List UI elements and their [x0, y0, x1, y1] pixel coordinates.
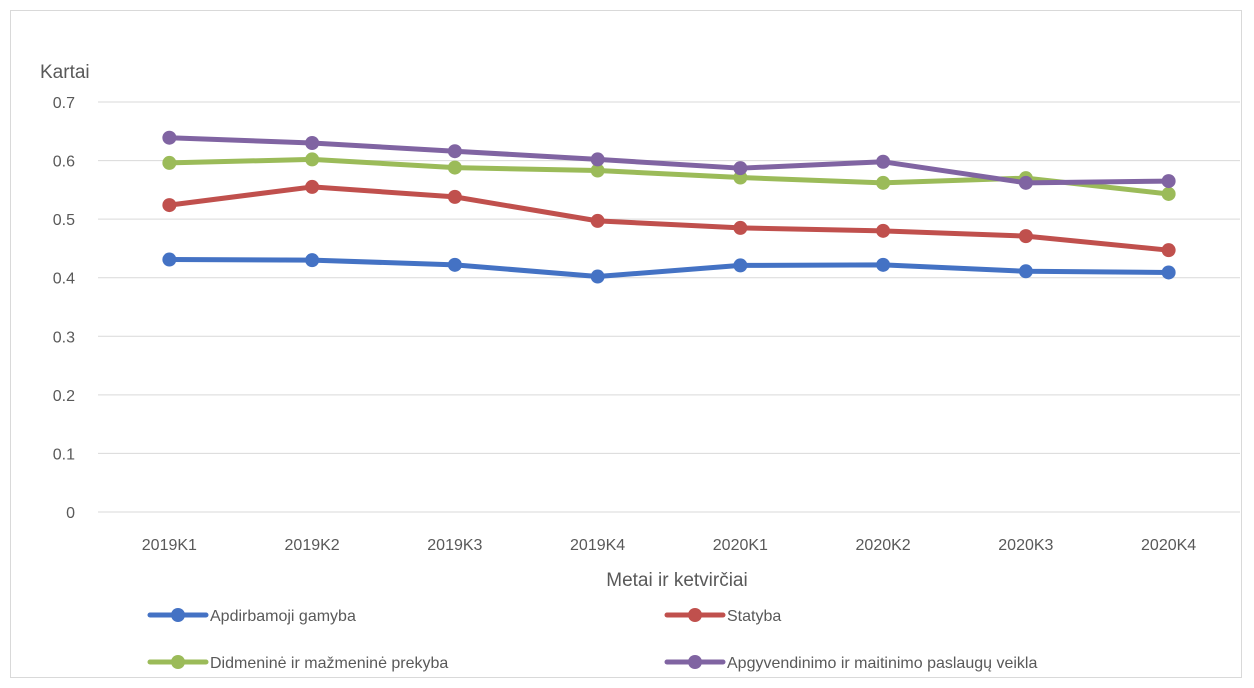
y-tick-label: 0.3: [53, 329, 75, 346]
x-tick-label: 2019K1: [142, 537, 197, 554]
data-point: [876, 223, 891, 238]
data-point: [305, 253, 320, 268]
x-tick-label: 2019K4: [570, 537, 625, 554]
series-line: [166, 135, 1172, 186]
y-tick-label: 0.1: [53, 446, 75, 463]
x-tick-labels: 2019K1 2019K2 2019K3 2019K4 2020K1 2020K2 2020…: [142, 537, 1197, 554]
data-point: [447, 257, 462, 272]
x-tick-label: 2020K4: [1141, 537, 1196, 554]
legend-label: Statyba: [727, 608, 781, 625]
y-tick-label: 0.6: [53, 154, 75, 171]
legend-marker: [688, 655, 702, 669]
data-point: [590, 152, 605, 167]
data-point: [590, 213, 605, 228]
data-point: [305, 136, 320, 150]
data-point: [162, 155, 177, 170]
series-line: [166, 184, 1172, 253]
data-point: [447, 160, 462, 175]
legend-marker: [171, 655, 185, 669]
data-point: [733, 161, 748, 176]
legend-marker: [171, 608, 185, 622]
legend: Apdirbamoji gamyba Statyba Didmeninė ir ma…: [147, 608, 1037, 672]
data-point: [162, 252, 177, 267]
legend-label: Apdirbamoji gamyba: [210, 608, 356, 625]
data-point: [447, 144, 462, 159]
y-tick-label: 0.5: [53, 212, 75, 229]
data-point: [590, 269, 605, 284]
series-group: [162, 130, 1176, 284]
data-point: [162, 198, 177, 213]
x-tick-label: 2019K3: [427, 537, 482, 554]
data-point: [1161, 186, 1176, 201]
legend-label: Didmeninė ir mažmeninė prekyba: [210, 655, 448, 672]
data-point: [1018, 229, 1033, 244]
data-point: [1018, 175, 1033, 190]
legend-label: Apgyvendinimo ir maitinimo paslaugų veik…: [727, 655, 1037, 672]
data-point: [305, 152, 320, 167]
data-point: [876, 175, 891, 190]
x-tick-label: 2020K2: [856, 537, 911, 554]
data-point: [1161, 174, 1176, 189]
legend-marker: [688, 608, 702, 622]
x-tick-label: 2019K2: [285, 537, 340, 554]
data-point: [162, 130, 177, 145]
y-tick-label: 0.7: [53, 95, 75, 112]
x-tick-label: 2020K1: [713, 537, 768, 554]
series-2: [162, 179, 1176, 258]
series-1: [162, 252, 1176, 284]
x-axis-title: Metai ir ketvirčiai: [606, 570, 747, 591]
data-point: [1161, 265, 1176, 280]
series-line: [166, 257, 1172, 280]
data-point: [876, 257, 891, 272]
x-tick-label: 2020K3: [998, 537, 1053, 554]
y-tick-label: 0: [66, 505, 75, 522]
data-point: [447, 189, 462, 204]
gridlines: [98, 101, 1240, 513]
legend-item: Apdirbamoji gamyba: [147, 608, 356, 625]
chart-frame: [10, 10, 1242, 678]
y-axis-title: Kartai: [40, 62, 90, 83]
legend-item: Apgyvendinimo ir maitinimo paslaugų veik…: [664, 655, 1037, 672]
data-point: [1018, 264, 1033, 279]
data-point: [305, 179, 320, 194]
series-4: [162, 130, 1176, 190]
data-point: [733, 258, 748, 273]
y-tick-label: 0.2: [53, 388, 75, 405]
data-point: [733, 220, 748, 235]
legend-item: Statyba: [664, 608, 781, 625]
data-point: [590, 163, 605, 178]
data-point: [876, 154, 891, 169]
data-point: [1161, 243, 1176, 258]
y-tick-label: 0.4: [53, 271, 75, 288]
y-tick-labels: 0 0.1 0.2 0.3 0.4 0.5 0.6 0.7: [53, 95, 75, 522]
legend-item: Didmeninė ir mažmeninė prekyba: [147, 655, 448, 672]
